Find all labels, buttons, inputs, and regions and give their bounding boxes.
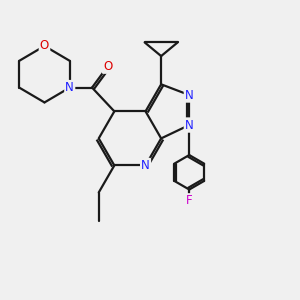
Text: N: N xyxy=(185,88,194,101)
Text: F: F xyxy=(186,194,193,207)
Text: N: N xyxy=(141,159,150,172)
Text: N: N xyxy=(65,81,74,94)
Text: N: N xyxy=(185,118,194,131)
Text: O: O xyxy=(103,60,112,73)
Text: O: O xyxy=(40,40,49,52)
